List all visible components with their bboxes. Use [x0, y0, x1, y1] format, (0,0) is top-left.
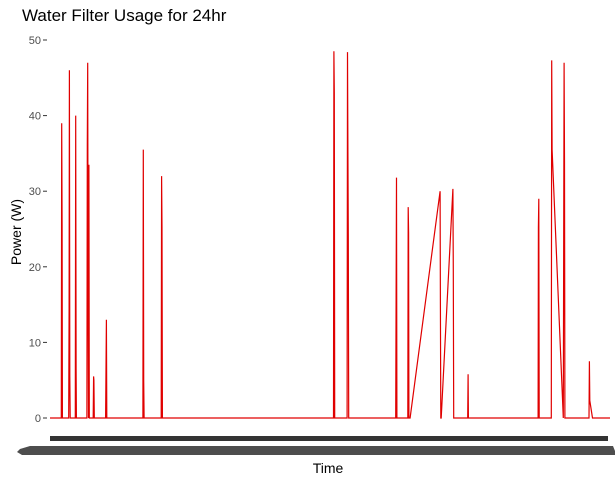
x-tick-label-band	[17, 446, 615, 455]
y-tick-label: 40	[29, 111, 41, 123]
x-axis	[17, 436, 615, 455]
y-axis: 0 10 20 30 40 50	[29, 35, 47, 425]
y-tick-label: 20	[29, 262, 41, 274]
x-tick-band	[50, 436, 608, 441]
power-series-line-0	[50, 51, 610, 419]
y-tick-label: 50	[29, 35, 41, 47]
y-tick-label: 0	[35, 413, 41, 425]
chart-title: Water Filter Usage for 24hr	[22, 6, 227, 25]
y-tick-label: 10	[29, 337, 41, 349]
series-group	[50, 51, 610, 419]
y-tick-label: 30	[29, 186, 41, 198]
x-axis-title: Time	[312, 460, 344, 476]
